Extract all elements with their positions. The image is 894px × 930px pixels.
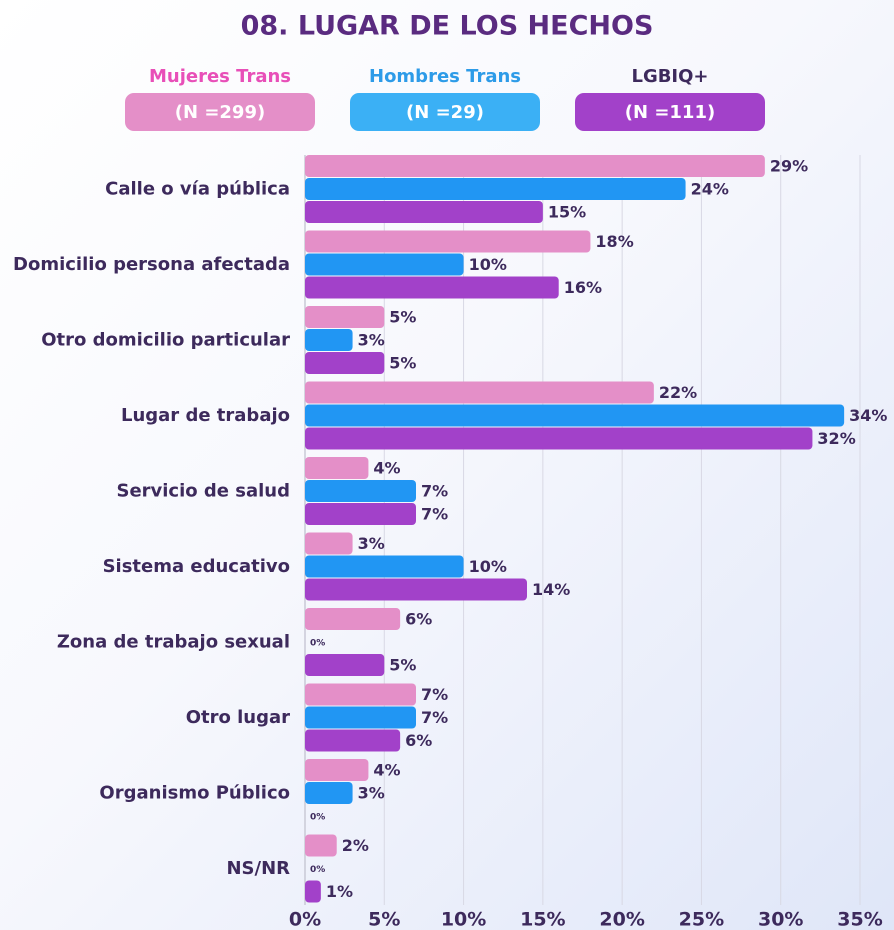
- bar: [305, 201, 543, 223]
- value-label: 6%: [405, 610, 432, 629]
- value-label: 7%: [421, 505, 448, 524]
- bar: [305, 306, 385, 328]
- bar: [305, 427, 813, 450]
- bar: [305, 404, 845, 427]
- bar: [305, 178, 686, 200]
- chart-title: 08. LUGAR DE LOS HECHOS: [241, 11, 654, 42]
- bar: [305, 457, 369, 479]
- x-tick-label: 0%: [289, 909, 321, 930]
- category-label: Sistema educativo: [103, 556, 290, 577]
- value-label: 2%: [342, 836, 369, 855]
- value-label: 7%: [421, 482, 448, 501]
- x-tick-label: 5%: [368, 909, 400, 930]
- bar: [305, 352, 385, 374]
- bar: [305, 759, 369, 781]
- bar: [305, 608, 401, 630]
- legend-box: [350, 93, 540, 131]
- value-label: 14%: [532, 580, 570, 599]
- bar: [305, 880, 321, 903]
- legend-name: Mujeres Trans: [149, 66, 291, 87]
- bar: [305, 578, 527, 601]
- x-tick-label: 20%: [599, 909, 644, 930]
- legend-n-label: (N =299): [175, 102, 265, 123]
- value-label: 24%: [691, 180, 729, 199]
- category-label: Zona de trabajo sexual: [57, 632, 290, 653]
- value-label: 4%: [373, 459, 400, 478]
- bar: [305, 834, 337, 857]
- value-label: 7%: [421, 708, 448, 727]
- value-label: 4%: [373, 761, 400, 780]
- bar: [305, 381, 654, 404]
- x-tick-label: 10%: [441, 909, 486, 930]
- category-label: Lugar de trabajo: [121, 405, 290, 426]
- value-label: 10%: [469, 557, 507, 576]
- value-label: 3%: [358, 331, 385, 350]
- x-tick-label: 25%: [679, 909, 724, 930]
- x-tick-label: 15%: [520, 909, 565, 930]
- bar: [305, 503, 416, 525]
- bar: [305, 230, 591, 253]
- value-label: 6%: [405, 731, 432, 750]
- x-tick-label: 30%: [758, 909, 803, 930]
- legend-name: LGBIQ+: [631, 66, 708, 87]
- category-label: Organismo Público: [99, 783, 290, 804]
- bar: [305, 480, 416, 502]
- x-tick-label: 35%: [837, 909, 882, 930]
- value-label: 7%: [421, 685, 448, 704]
- bar: [305, 782, 353, 804]
- category-label: Servicio de salud: [116, 481, 290, 502]
- category-label: Domicilio persona afectada: [13, 254, 290, 275]
- value-label: 0%: [310, 639, 325, 649]
- value-label: 18%: [595, 232, 633, 251]
- bar: [305, 155, 765, 177]
- value-label: 3%: [358, 784, 385, 803]
- bar: [305, 329, 353, 351]
- value-label: 15%: [548, 203, 586, 222]
- value-label: 0%: [310, 813, 325, 823]
- value-label: 10%: [469, 255, 507, 274]
- bar: [305, 276, 559, 299]
- bar: [305, 654, 385, 676]
- category-label: NS/NR: [226, 858, 290, 879]
- value-label: 5%: [389, 656, 416, 675]
- bar: [305, 729, 401, 752]
- legend-box: [125, 93, 315, 131]
- category-label: Otro lugar: [186, 707, 290, 728]
- value-label: 22%: [659, 383, 697, 402]
- legend-name: Hombres Trans: [369, 66, 521, 87]
- bar: [305, 532, 353, 555]
- value-label: 5%: [389, 308, 416, 327]
- category-label: Calle o vía pública: [105, 179, 290, 200]
- bar: [305, 555, 464, 578]
- legend-n-label: (N =111): [625, 102, 715, 123]
- value-label: 5%: [389, 354, 416, 373]
- legend-n-label: (N =29): [406, 102, 484, 123]
- value-label: 16%: [564, 278, 602, 297]
- value-label: 3%: [358, 534, 385, 553]
- bar: [305, 683, 416, 706]
- legend-box: [575, 93, 765, 131]
- value-label: 29%: [770, 157, 808, 176]
- value-label: 1%: [326, 882, 353, 901]
- value-label: 0%: [310, 865, 325, 875]
- value-label: 34%: [849, 406, 887, 425]
- category-label: Otro domicilio particular: [41, 330, 290, 351]
- value-label: 32%: [817, 429, 855, 448]
- bar: [305, 706, 416, 729]
- bar: [305, 253, 464, 276]
